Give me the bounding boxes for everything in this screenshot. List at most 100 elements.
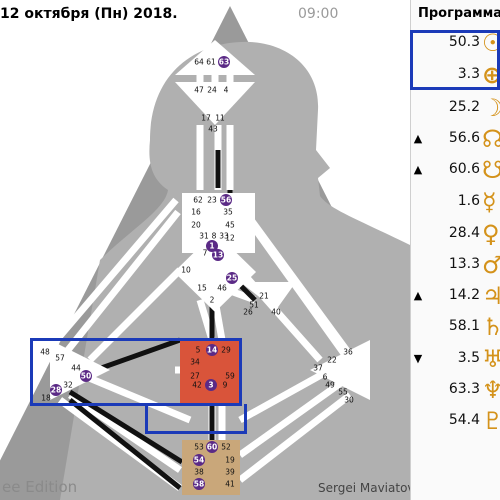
sun-icon: ☉ bbox=[482, 29, 500, 57]
gate-label: 1 bbox=[209, 242, 214, 251]
planet-value: 3.3 bbox=[457, 66, 480, 82]
gate-label: 35 bbox=[223, 208, 233, 217]
planet-row-mercury: 1.6 ☿ bbox=[412, 188, 500, 219]
planet-value: 63.3 bbox=[448, 381, 480, 397]
earth-icon: ⊕ bbox=[482, 61, 500, 89]
gate-label: 31 bbox=[199, 232, 209, 241]
gate-label: 10 bbox=[181, 266, 191, 275]
gate-label: 30 bbox=[344, 396, 354, 405]
planet-value: 25.2 bbox=[448, 99, 480, 115]
gate-label: 40 bbox=[271, 308, 281, 317]
highlight-box-spleen bbox=[30, 338, 242, 406]
gate-label: 58 bbox=[194, 480, 204, 489]
edition-label: ee Edition bbox=[2, 478, 78, 496]
gate-label: 12 bbox=[225, 234, 235, 243]
gate-label: 63 bbox=[219, 58, 229, 67]
north-node-icon: ☊ bbox=[482, 125, 500, 153]
gate-label: 26 bbox=[243, 308, 253, 317]
spleen-center bbox=[50, 340, 110, 400]
gate-marker bbox=[193, 478, 205, 490]
gate-label: 51 bbox=[249, 301, 259, 310]
moon-icon: ☽ bbox=[482, 94, 500, 122]
gate-label: 34 bbox=[190, 358, 200, 367]
planet-value: 3.5 bbox=[457, 350, 480, 366]
gate-label: 64 bbox=[194, 58, 204, 67]
gate-marker bbox=[220, 194, 232, 206]
ajna-center bbox=[175, 82, 255, 125]
planet-value: 13.3 bbox=[448, 256, 480, 272]
gate-label: 42 bbox=[192, 381, 202, 390]
gate-marker bbox=[193, 454, 205, 466]
author-label: Sergei Maviatov bbox=[318, 481, 415, 495]
saturn-icon: ♄ bbox=[482, 313, 500, 341]
gate-label: 53 bbox=[194, 443, 204, 452]
g-center bbox=[174, 232, 256, 312]
gate-marker bbox=[50, 384, 62, 396]
gate-label: 14 bbox=[207, 346, 217, 355]
pluto-icon: ♇ bbox=[482, 407, 500, 435]
gate-label: 4 bbox=[224, 86, 229, 95]
gate-label: 41 bbox=[225, 480, 235, 489]
planet-row-south-node: ▲ 60.6 ☋ bbox=[412, 156, 500, 187]
planet-row-jupiter: ▲ 14.2 ♃ bbox=[412, 282, 500, 313]
gate-label: 9 bbox=[223, 381, 228, 390]
planet-row-saturn: 58.1 ♄ bbox=[412, 313, 500, 344]
gate-marker bbox=[206, 344, 218, 356]
gate-label: 37 bbox=[313, 364, 323, 373]
gate-label: 7 bbox=[203, 249, 208, 258]
planet-value: 60.6 bbox=[448, 161, 480, 177]
gate-label: 48 bbox=[40, 348, 50, 357]
gate-label: 11 bbox=[215, 114, 225, 123]
gate-label: 43 bbox=[208, 125, 218, 134]
gate-label: 33 bbox=[219, 232, 229, 241]
gate-marker bbox=[226, 272, 238, 284]
gate-label: 18 bbox=[41, 394, 51, 403]
gate-label: 8 bbox=[212, 232, 217, 241]
gate-label: 39 bbox=[225, 468, 235, 477]
gate-label: 13 bbox=[213, 251, 223, 260]
chart-time: 09:00 bbox=[298, 6, 339, 22]
direction-mark: ▲ bbox=[413, 163, 423, 176]
gate-marker bbox=[80, 370, 92, 382]
gate-label: 49 bbox=[325, 381, 335, 390]
gate-label: 19 bbox=[225, 456, 235, 465]
gate-label: 44 bbox=[71, 364, 81, 373]
mars-icon: ♂ bbox=[482, 251, 500, 279]
solar-plexus-center bbox=[310, 340, 370, 400]
direction-mark: ▲ bbox=[413, 289, 423, 302]
mercury-icon: ☿ bbox=[482, 188, 497, 216]
head-center bbox=[175, 40, 255, 75]
planet-value: 1.6 bbox=[457, 193, 480, 209]
planet-row-venus: 28.4 ♀ bbox=[412, 220, 500, 251]
direction-mark: ▼ bbox=[413, 352, 423, 365]
gate-label: 29 bbox=[221, 346, 231, 355]
planet-panel bbox=[410, 0, 500, 500]
gate-label: 17 bbox=[201, 114, 211, 123]
gate-label: 5 bbox=[196, 346, 201, 355]
gate-label: 62 bbox=[193, 196, 203, 205]
gate-label: 25 bbox=[227, 274, 237, 283]
gate-label: 54 bbox=[194, 456, 204, 465]
planet-row-uranus: ▼ 3.5 ♅ bbox=[412, 345, 500, 376]
planet-row-neptune: 63.3 ♆ bbox=[412, 376, 500, 407]
highlight-box-panel bbox=[410, 30, 500, 90]
planet-row-mars: 13.3 ♂ bbox=[412, 251, 500, 282]
gate-label: 22 bbox=[327, 356, 337, 365]
planet-value: 56.6 bbox=[448, 130, 480, 146]
gate-label: 27 bbox=[190, 372, 200, 381]
gate-label: 47 bbox=[194, 86, 204, 95]
planet-value: 14.2 bbox=[448, 287, 480, 303]
gate-label: 57 bbox=[55, 354, 65, 363]
planet-row-earth: 3.3 ⊕ bbox=[412, 61, 500, 92]
gate-label: 28 bbox=[51, 386, 61, 395]
gate-label: 24 bbox=[207, 86, 217, 95]
planet-value: 54.4 bbox=[448, 412, 480, 428]
planet-value: 58.1 bbox=[448, 318, 480, 334]
gate-label: 36 bbox=[343, 348, 353, 357]
planet-value: 50.3 bbox=[448, 34, 480, 50]
gate-label: 23 bbox=[207, 196, 217, 205]
panel-title: Программа bbox=[418, 6, 500, 21]
highlight-box-sacral bbox=[145, 404, 247, 434]
gate-marker bbox=[206, 441, 218, 453]
gate-label: 2 bbox=[210, 296, 215, 305]
